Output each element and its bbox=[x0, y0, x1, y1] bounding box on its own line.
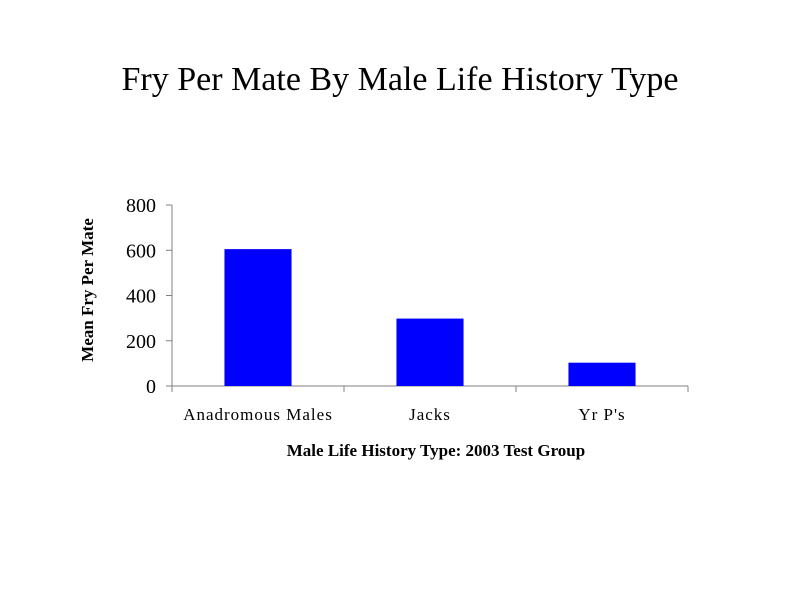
y-ticks: 0 200 400 600 800 bbox=[126, 195, 172, 398]
x-tick-label: Yr P's bbox=[578, 405, 625, 424]
chart-title: Fry Per Mate By Male Life History Type bbox=[122, 61, 679, 98]
x-tick-label: Jacks bbox=[409, 405, 451, 424]
y-tick-label: 600 bbox=[126, 240, 156, 262]
y-tick-label: 400 bbox=[126, 286, 156, 308]
bar-jacks bbox=[396, 318, 464, 386]
bar-yr-p-s bbox=[568, 362, 636, 386]
bar-anadromous-males bbox=[224, 249, 292, 386]
x-tick-label: Anadromous Males bbox=[183, 405, 333, 424]
y-tick-label: 800 bbox=[126, 195, 156, 217]
bars bbox=[224, 249, 636, 386]
x-axis-title: Male Life History Type: 2003 Test Group bbox=[287, 441, 585, 460]
y-tick-label: 200 bbox=[126, 331, 156, 353]
y-tick-label: 0 bbox=[146, 376, 156, 398]
x-ticks: Anadromous Males Jacks Yr P's bbox=[171, 386, 689, 424]
y-axis-title: Mean Fry Per Mate bbox=[78, 218, 97, 362]
